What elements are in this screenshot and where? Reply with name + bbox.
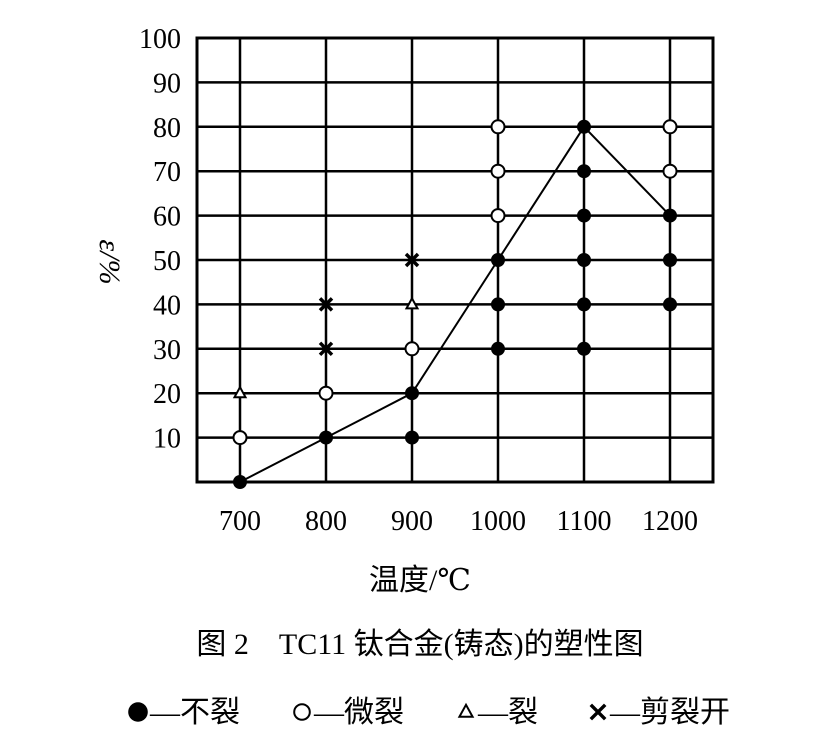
filled-circle-marker xyxy=(491,341,505,356)
y-tick-label: 40 xyxy=(153,290,181,321)
legend-label: —剪裂开 xyxy=(609,696,730,729)
filled-circle-marker xyxy=(577,119,591,134)
open-circle-marker xyxy=(404,341,420,357)
filled-circle-marker xyxy=(491,297,505,312)
open-circle-marker xyxy=(293,703,311,721)
y-tick-label: 50 xyxy=(153,246,181,277)
filled-circle-marker xyxy=(577,208,591,223)
triangle-marker xyxy=(232,385,248,399)
filled-circle-marker xyxy=(319,430,333,445)
cross-marker xyxy=(318,297,334,312)
filled-circle-marker xyxy=(663,297,677,312)
triangle-marker xyxy=(457,702,475,718)
y-axis-label: ε/% xyxy=(93,239,126,284)
legend-label: —微裂 xyxy=(313,696,404,729)
legend-label: —裂 xyxy=(477,696,538,729)
y-tick-label: 100 xyxy=(139,24,181,55)
chart-title: 图 2 TC11 钛合金(铸态)的塑性图 xyxy=(196,628,643,661)
filled-circle-marker xyxy=(663,253,677,267)
open-circle-marker xyxy=(232,430,248,446)
filled-circle-marker xyxy=(405,386,419,401)
open-circle-marker xyxy=(662,163,678,179)
y-tick-label: 90 xyxy=(153,68,181,99)
y-tick-label: 70 xyxy=(153,157,181,188)
cross-marker xyxy=(318,341,334,357)
legend-label: —不裂 xyxy=(149,696,240,729)
filled-circle-marker xyxy=(663,208,677,223)
grid xyxy=(195,36,715,484)
x-tick-label: 1100 xyxy=(557,506,612,537)
y-tick-label: 60 xyxy=(153,202,181,233)
y-tick-label: 20 xyxy=(153,379,181,410)
cross-marker xyxy=(404,252,420,268)
x-tick-label: 700 xyxy=(219,506,261,537)
open-circle-marker xyxy=(662,119,678,135)
triangle-marker xyxy=(404,296,420,310)
filled-circle-marker xyxy=(577,164,591,179)
y-tick-label: 10 xyxy=(153,424,181,455)
filled-circle-marker xyxy=(577,253,591,267)
open-circle-marker xyxy=(490,163,506,179)
filled-circle-marker xyxy=(491,253,505,267)
x-axis-label: 温度/℃ xyxy=(369,564,471,597)
filled-circle-marker xyxy=(233,475,247,489)
y-tick-label: 30 xyxy=(153,335,181,366)
y-tick-label: 80 xyxy=(153,113,181,144)
x-tick-label: 1000 xyxy=(470,506,526,537)
filled-circle-marker xyxy=(577,341,591,356)
open-circle-marker xyxy=(490,119,506,135)
legend: —不裂 —微裂 —裂 —剪裂开 xyxy=(128,696,730,729)
x-tick-label: 900 xyxy=(391,506,433,537)
x-tick-label: 800 xyxy=(305,506,347,537)
open-circle-marker xyxy=(318,385,334,401)
x-tick-label: 1200 xyxy=(642,506,698,537)
data-points xyxy=(232,119,678,489)
filled-circle-marker xyxy=(577,297,591,312)
cross-marker xyxy=(589,703,607,721)
boundary-line xyxy=(239,125,671,483)
tick-labels: 700 800 900 1000 1100 1200 10 20 30 40 50 60 70 80 90 1… xyxy=(139,24,698,537)
open-circle-marker xyxy=(490,208,506,224)
filled-circle-marker xyxy=(405,430,419,445)
filled-circle-marker xyxy=(128,702,148,722)
